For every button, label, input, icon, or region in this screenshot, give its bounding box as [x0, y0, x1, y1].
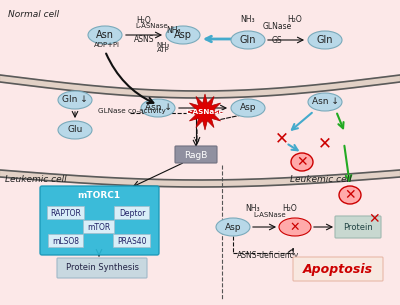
- Ellipse shape: [166, 26, 200, 44]
- FancyBboxPatch shape: [175, 146, 217, 163]
- FancyBboxPatch shape: [84, 221, 114, 234]
- Text: Asn ↓: Asn ↓: [312, 98, 338, 106]
- FancyBboxPatch shape: [48, 235, 84, 247]
- Text: Asp: Asp: [225, 223, 241, 231]
- Text: Asp: Asp: [174, 30, 192, 40]
- Text: H₂O: H₂O: [137, 16, 151, 25]
- Text: mTORC1: mTORC1: [78, 191, 120, 199]
- Text: Gln: Gln: [317, 35, 333, 45]
- Text: Asp: Asp: [240, 103, 256, 113]
- Text: NH₃: NH₃: [167, 26, 181, 35]
- Text: ✕: ✕: [296, 155, 308, 169]
- Text: Asn: Asn: [96, 30, 114, 40]
- Text: mTOR: mTOR: [87, 223, 111, 231]
- Text: GLNase: GLNase: [262, 22, 292, 31]
- Ellipse shape: [58, 91, 92, 109]
- Text: RAPTOR: RAPTOR: [50, 209, 82, 217]
- FancyBboxPatch shape: [114, 235, 150, 247]
- Text: ✕: ✕: [318, 134, 332, 152]
- Text: Leukemic cell: Leukemic cell: [290, 175, 352, 184]
- Ellipse shape: [279, 218, 311, 236]
- Text: ADP+Pi: ADP+Pi: [94, 42, 120, 48]
- Text: Apoptosis: Apoptosis: [303, 263, 373, 275]
- Text: L-ASNase: L-ASNase: [254, 212, 286, 218]
- Text: ASNS: ASNS: [134, 35, 154, 44]
- Ellipse shape: [216, 218, 250, 236]
- Text: L-ASNase: L-ASNase: [136, 23, 168, 29]
- Text: RagB: RagB: [184, 150, 208, 160]
- Text: Leukemic cell: Leukemic cell: [5, 175, 67, 184]
- Text: Deptor: Deptor: [119, 209, 145, 217]
- Ellipse shape: [231, 99, 265, 117]
- FancyBboxPatch shape: [293, 257, 383, 281]
- Text: ✕: ✕: [368, 212, 380, 226]
- Text: mLSO8: mLSO8: [52, 236, 80, 246]
- Polygon shape: [187, 94, 223, 130]
- Text: GLNase co-activity: GLNase co-activity: [98, 108, 166, 114]
- Ellipse shape: [88, 26, 122, 44]
- Text: ✕: ✕: [344, 188, 356, 202]
- Text: Protein: Protein: [343, 223, 373, 231]
- Ellipse shape: [231, 31, 265, 49]
- FancyBboxPatch shape: [57, 258, 147, 278]
- Text: Gln ↓: Gln ↓: [62, 95, 88, 105]
- FancyBboxPatch shape: [114, 206, 150, 220]
- FancyBboxPatch shape: [335, 216, 381, 238]
- Text: ✕: ✕: [290, 221, 300, 234]
- Text: NH₃: NH₃: [246, 204, 260, 213]
- Text: ✕: ✕: [275, 129, 289, 147]
- Text: ATP: ATP: [157, 47, 169, 53]
- Text: Normal cell: Normal cell: [8, 10, 59, 19]
- Text: Gln: Gln: [240, 35, 256, 45]
- Text: GS: GS: [272, 36, 282, 45]
- Text: Asn ↓: Asn ↓: [144, 103, 172, 113]
- FancyBboxPatch shape: [40, 186, 159, 255]
- Ellipse shape: [308, 93, 342, 111]
- Text: NH₃: NH₃: [156, 42, 170, 48]
- Ellipse shape: [308, 31, 342, 49]
- Text: H₂O: H₂O: [288, 15, 302, 24]
- Ellipse shape: [339, 186, 361, 204]
- Text: NH₃: NH₃: [241, 15, 255, 24]
- Ellipse shape: [291, 153, 313, 171]
- Text: ASNS-deficiency: ASNS-deficiency: [237, 251, 299, 260]
- Text: H₂O: H₂O: [283, 204, 297, 213]
- FancyBboxPatch shape: [48, 206, 84, 220]
- Ellipse shape: [58, 121, 92, 139]
- Text: Glu: Glu: [67, 125, 83, 135]
- Text: Protein Synthesis: Protein Synthesis: [66, 264, 138, 272]
- Text: PRAS40: PRAS40: [117, 236, 147, 246]
- Ellipse shape: [141, 99, 175, 117]
- Text: L-ASNase: L-ASNase: [186, 109, 224, 115]
